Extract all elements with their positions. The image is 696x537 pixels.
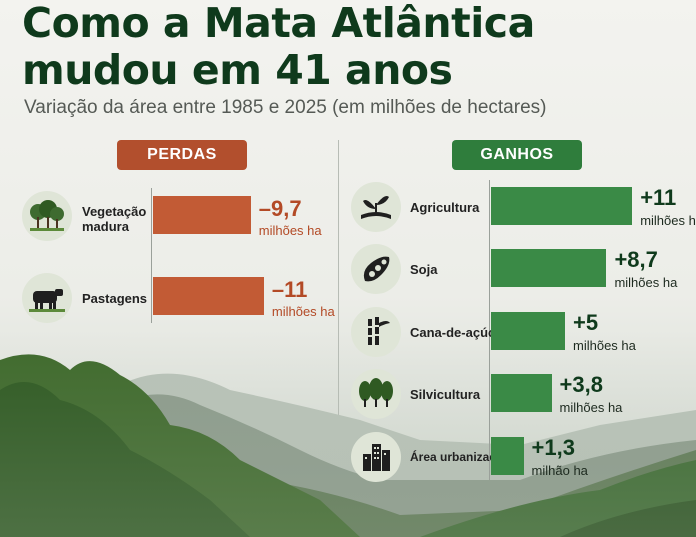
chart-title: Como a Mata Atlântica mudou em 41 anos [22, 0, 535, 94]
forest-landscape-illustration [0, 330, 696, 537]
bar-soja [491, 249, 607, 287]
value-label-area-urbanizada: +1,3 [531, 435, 575, 460]
forest-icon [351, 369, 401, 419]
category-label-agricultura: Agricultura [410, 200, 480, 215]
chart-subtitle: Variação da área entre 1985 e 2025 (em m… [24, 97, 547, 118]
gains-header: GANHOS [452, 140, 582, 170]
unit-label-pastagens: milhões ha [271, 304, 335, 319]
bar-cana-de-acucar [491, 312, 565, 350]
category-label-line-2: madura [82, 219, 129, 234]
bar-area-urbanizada [491, 437, 524, 475]
bar-vegetacao-madura [153, 196, 251, 234]
category-label-vegetacao-madura: Vegetação madura [82, 204, 152, 234]
bar-silvicultura [491, 374, 552, 412]
category-label-silvicultura: Silvicultura [410, 387, 481, 402]
buildings-icon [351, 432, 401, 482]
unit-label-vegetacao-madura: milhões ha [258, 223, 322, 238]
unit-label-cana-de-acucar: milhões ha [573, 338, 636, 353]
value-label-soja: +8,7 [614, 247, 658, 272]
gain-axis-line [489, 180, 490, 480]
cow-icon [22, 273, 72, 323]
category-label-area-urbanizada: Área urbanizada [410, 450, 504, 464]
bar-agricultura [491, 187, 633, 225]
losses-header: PERDAS [117, 140, 247, 170]
bar-pastagens [153, 277, 264, 315]
category-label-line-1: Vegetação [82, 204, 147, 219]
value-label-agricultura: +11 [640, 185, 677, 210]
title-line-1: Como a Mata Atlântica [22, 0, 535, 47]
section-divider [338, 140, 339, 440]
unit-label-agricultura: milhões ha [640, 213, 696, 228]
sugarcane-icon [351, 307, 401, 357]
category-label-cana-de-acucar: Cana-de-açúcar [410, 325, 508, 340]
title-line-2: mudou em 41 anos [22, 46, 453, 94]
loss-axis-line [151, 188, 152, 323]
unit-label-soja: milhões ha [614, 275, 678, 290]
value-label-silvicultura: +3,8 [559, 372, 603, 397]
value-label-pastagens: –11 [271, 277, 308, 302]
sprout-icon [351, 182, 401, 232]
category-label-pastagens: Pastagens [82, 291, 148, 306]
unit-label-area-urbanizada: milhão ha [531, 463, 588, 478]
value-label-vegetacao-madura: –9,7 [258, 196, 302, 221]
soybean-icon [351, 244, 401, 294]
unit-label-silvicultura: milhões ha [559, 400, 623, 415]
trees-icon [22, 191, 72, 241]
category-label-soja: Soja [410, 262, 438, 277]
value-label-cana-de-acucar: +5 [573, 310, 599, 335]
